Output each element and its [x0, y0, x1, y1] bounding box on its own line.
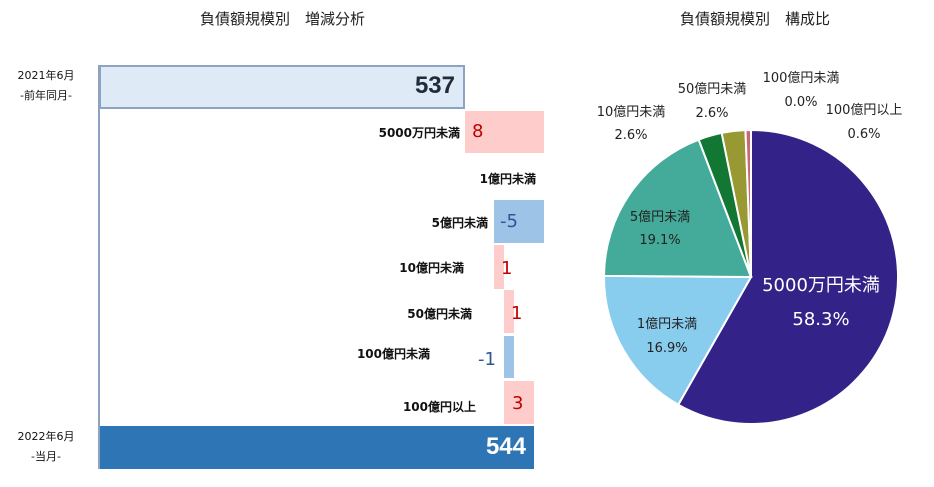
pie-slice: [676, 128, 899, 425]
bar-increase: 1: [504, 290, 522, 333]
slice-pct: 58.3%: [792, 309, 849, 330]
bar-increase: 1: [494, 245, 512, 289]
slice-label: 100億円以上: [826, 102, 903, 118]
slice-label: 50億円未満: [678, 81, 747, 97]
pie-slice: [744, 128, 752, 278]
category-label: 5億円未満: [431, 216, 488, 230]
end-total-value: 544: [485, 433, 526, 460]
category-axis: [98, 65, 100, 469]
slice-label: 100億円未満: [763, 70, 840, 86]
category-label: 10億円未満: [399, 261, 464, 275]
bar-increase: 8: [465, 111, 544, 153]
slice-pct: 16.9%: [646, 341, 687, 356]
bar-increase: 3: [504, 381, 534, 424]
category-label: 100億円未満: [356, 347, 430, 361]
pie-title: 負債額規模別 構成比: [680, 10, 831, 28]
slice-label: 1億円未満: [637, 316, 697, 332]
bar-decrease: -1: [478, 336, 514, 378]
category-label: 5000万円未満: [378, 126, 460, 140]
slice-pct: 19.1%: [639, 233, 680, 248]
bar-decrease: -5: [494, 200, 544, 243]
slice-pct: 2.6%: [695, 106, 728, 121]
category-label: 50億円未満: [407, 307, 472, 321]
pie-slice: [602, 138, 753, 279]
slice-pct: 2.6%: [614, 128, 647, 143]
start-period-label: 2021年6月 -前年同月-: [17, 69, 75, 102]
start-total-value: 537: [414, 72, 455, 99]
slice-label: 10億円未満: [597, 104, 666, 120]
bar-end-total: 544: [100, 426, 534, 469]
category-label: 100億円以上: [402, 400, 476, 414]
bar-start-total: 537: [99, 65, 465, 109]
slice-pct: 0.0%: [784, 95, 817, 110]
slice-pct: 0.6%: [847, 127, 880, 142]
waterfall-title: 負債額規模別 増減分析: [200, 10, 366, 28]
slice-label: 5000万円未満: [762, 275, 880, 296]
end-period-label: 2022年6月 -当月-: [17, 430, 75, 463]
category-label: 1億円未満: [479, 172, 536, 186]
slice-label: 5億円未満: [630, 209, 690, 225]
pie-slice: [603, 274, 753, 407]
